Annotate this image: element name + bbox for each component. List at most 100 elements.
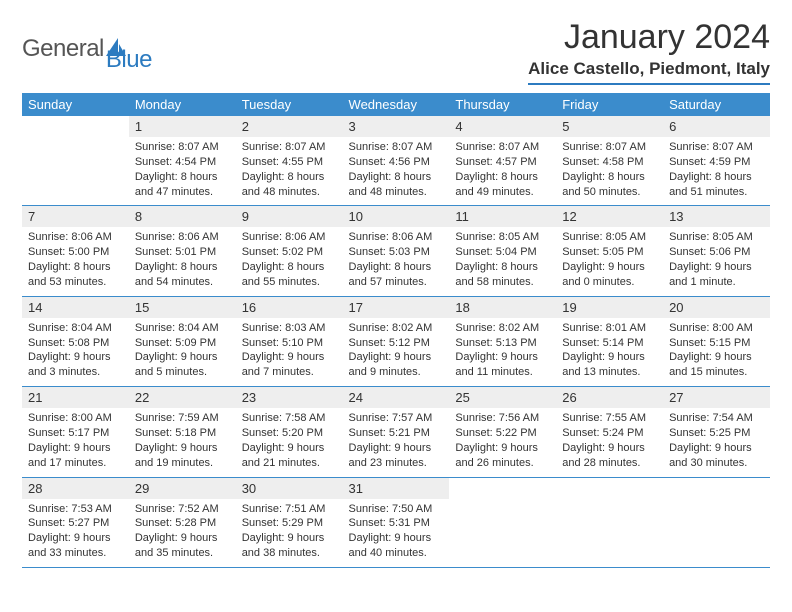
sunrise-line: Sunrise: 8:07 AM — [349, 140, 444, 155]
sunset-line: Sunset: 5:05 PM — [562, 245, 657, 260]
sunrise-line: Sunrise: 7:52 AM — [135, 502, 230, 517]
sunset-line: Sunset: 5:28 PM — [135, 516, 230, 531]
sunset-line: Sunset: 5:03 PM — [349, 245, 444, 260]
daylight-line: Daylight: 9 hours and 33 minutes. — [28, 531, 123, 561]
day-number: 7 — [22, 206, 129, 227]
sunrise-line: Sunrise: 8:03 AM — [242, 321, 337, 336]
day-cell: 1Sunrise: 8:07 AMSunset: 4:54 PMDaylight… — [129, 116, 236, 206]
daylight-line: Daylight: 9 hours and 3 minutes. — [28, 350, 123, 380]
day-number: 22 — [129, 387, 236, 408]
day-cell: 29Sunrise: 7:52 AMSunset: 5:28 PMDayligh… — [129, 477, 236, 567]
daylight-line: Daylight: 9 hours and 5 minutes. — [135, 350, 230, 380]
day-header-row: Sunday Monday Tuesday Wednesday Thursday… — [22, 93, 770, 116]
day-cell: 20Sunrise: 8:00 AMSunset: 5:15 PMDayligh… — [663, 296, 770, 386]
sunrise-line: Sunrise: 7:59 AM — [135, 411, 230, 426]
day-number: 24 — [343, 387, 450, 408]
daylight-line: Daylight: 8 hours and 54 minutes. — [135, 260, 230, 290]
day-cell: 3Sunrise: 8:07 AMSunset: 4:56 PMDaylight… — [343, 116, 450, 206]
day-header: Saturday — [663, 93, 770, 116]
day-cell: 26Sunrise: 7:55 AMSunset: 5:24 PMDayligh… — [556, 387, 663, 477]
day-number: 10 — [343, 206, 450, 227]
daylight-line: Daylight: 9 hours and 28 minutes. — [562, 441, 657, 471]
day-number: 4 — [449, 116, 556, 137]
sunrise-line: Sunrise: 8:05 AM — [669, 230, 764, 245]
day-cell: 18Sunrise: 8:02 AMSunset: 5:13 PMDayligh… — [449, 296, 556, 386]
day-cell: 24Sunrise: 7:57 AMSunset: 5:21 PMDayligh… — [343, 387, 450, 477]
day-header: Tuesday — [236, 93, 343, 116]
day-number: 3 — [343, 116, 450, 137]
sunset-line: Sunset: 5:27 PM — [28, 516, 123, 531]
week-row: 1Sunrise: 8:07 AMSunset: 4:54 PMDaylight… — [22, 116, 770, 206]
sunset-line: Sunset: 5:13 PM — [455, 336, 550, 351]
day-number: 13 — [663, 206, 770, 227]
sunset-line: Sunset: 5:18 PM — [135, 426, 230, 441]
sunset-line: Sunset: 5:29 PM — [242, 516, 337, 531]
day-number: 1 — [129, 116, 236, 137]
day-number: 16 — [236, 297, 343, 318]
day-number: 11 — [449, 206, 556, 227]
day-header: Thursday — [449, 93, 556, 116]
sunrise-line: Sunrise: 8:07 AM — [562, 140, 657, 155]
sunset-line: Sunset: 5:00 PM — [28, 245, 123, 260]
day-cell: 5Sunrise: 8:07 AMSunset: 4:58 PMDaylight… — [556, 116, 663, 206]
sunset-line: Sunset: 5:20 PM — [242, 426, 337, 441]
day-cell: 4Sunrise: 8:07 AMSunset: 4:57 PMDaylight… — [449, 116, 556, 206]
day-cell — [556, 477, 663, 567]
sunrise-line: Sunrise: 8:01 AM — [562, 321, 657, 336]
day-cell — [663, 477, 770, 567]
day-number: 20 — [663, 297, 770, 318]
sunrise-line: Sunrise: 8:07 AM — [455, 140, 550, 155]
sunrise-line: Sunrise: 8:06 AM — [28, 230, 123, 245]
sunrise-line: Sunrise: 7:56 AM — [455, 411, 550, 426]
day-cell: 28Sunrise: 7:53 AMSunset: 5:27 PMDayligh… — [22, 477, 129, 567]
sunset-line: Sunset: 5:14 PM — [562, 336, 657, 351]
sunset-line: Sunset: 5:15 PM — [669, 336, 764, 351]
daylight-line: Daylight: 8 hours and 55 minutes. — [242, 260, 337, 290]
day-header: Wednesday — [343, 93, 450, 116]
sunrise-line: Sunrise: 8:04 AM — [135, 321, 230, 336]
daylight-line: Daylight: 9 hours and 11 minutes. — [455, 350, 550, 380]
day-header: Sunday — [22, 93, 129, 116]
sunrise-line: Sunrise: 8:04 AM — [28, 321, 123, 336]
day-header: Friday — [556, 93, 663, 116]
daylight-line: Daylight: 8 hours and 58 minutes. — [455, 260, 550, 290]
daylight-line: Daylight: 8 hours and 53 minutes. — [28, 260, 123, 290]
sunset-line: Sunset: 5:31 PM — [349, 516, 444, 531]
week-row: 7Sunrise: 8:06 AMSunset: 5:00 PMDaylight… — [22, 206, 770, 296]
day-cell: 12Sunrise: 8:05 AMSunset: 5:05 PMDayligh… — [556, 206, 663, 296]
sunset-line: Sunset: 5:21 PM — [349, 426, 444, 441]
day-cell: 2Sunrise: 8:07 AMSunset: 4:55 PMDaylight… — [236, 116, 343, 206]
sunrise-line: Sunrise: 8:02 AM — [455, 321, 550, 336]
day-number: 30 — [236, 478, 343, 499]
day-cell: 16Sunrise: 8:03 AMSunset: 5:10 PMDayligh… — [236, 296, 343, 386]
day-cell: 27Sunrise: 7:54 AMSunset: 5:25 PMDayligh… — [663, 387, 770, 477]
sunrise-line: Sunrise: 7:54 AM — [669, 411, 764, 426]
month-title: January 2024 — [528, 18, 770, 57]
day-cell: 8Sunrise: 8:06 AMSunset: 5:01 PMDaylight… — [129, 206, 236, 296]
sunset-line: Sunset: 4:59 PM — [669, 155, 764, 170]
day-cell — [22, 116, 129, 206]
daylight-line: Daylight: 9 hours and 15 minutes. — [669, 350, 764, 380]
day-number: 31 — [343, 478, 450, 499]
sunset-line: Sunset: 5:25 PM — [669, 426, 764, 441]
title-block: January 2024 Alice Castello, Piedmont, I… — [528, 18, 770, 85]
header: General Blue January 2024 Alice Castello… — [22, 18, 770, 85]
day-cell: 21Sunrise: 8:00 AMSunset: 5:17 PMDayligh… — [22, 387, 129, 477]
logo: General Blue — [22, 18, 152, 74]
week-row: 28Sunrise: 7:53 AMSunset: 5:27 PMDayligh… — [22, 477, 770, 567]
day-cell: 31Sunrise: 7:50 AMSunset: 5:31 PMDayligh… — [343, 477, 450, 567]
day-cell: 17Sunrise: 8:02 AMSunset: 5:12 PMDayligh… — [343, 296, 450, 386]
day-number: 8 — [129, 206, 236, 227]
daylight-line: Daylight: 8 hours and 50 minutes. — [562, 170, 657, 200]
daylight-line: Daylight: 9 hours and 7 minutes. — [242, 350, 337, 380]
sunset-line: Sunset: 5:22 PM — [455, 426, 550, 441]
day-header: Monday — [129, 93, 236, 116]
sunset-line: Sunset: 5:02 PM — [242, 245, 337, 260]
day-number: 9 — [236, 206, 343, 227]
daylight-line: Daylight: 8 hours and 49 minutes. — [455, 170, 550, 200]
daylight-line: Daylight: 9 hours and 40 minutes. — [349, 531, 444, 561]
sunset-line: Sunset: 5:06 PM — [669, 245, 764, 260]
day-number: 28 — [22, 478, 129, 499]
day-cell: 7 Sunrise: 8:06 AMSunset: 5:00 PMDaylight… — [22, 206, 129, 296]
week-row: 21Sunrise: 8:00 AMSunset: 5:17 PMDayligh… — [22, 387, 770, 477]
